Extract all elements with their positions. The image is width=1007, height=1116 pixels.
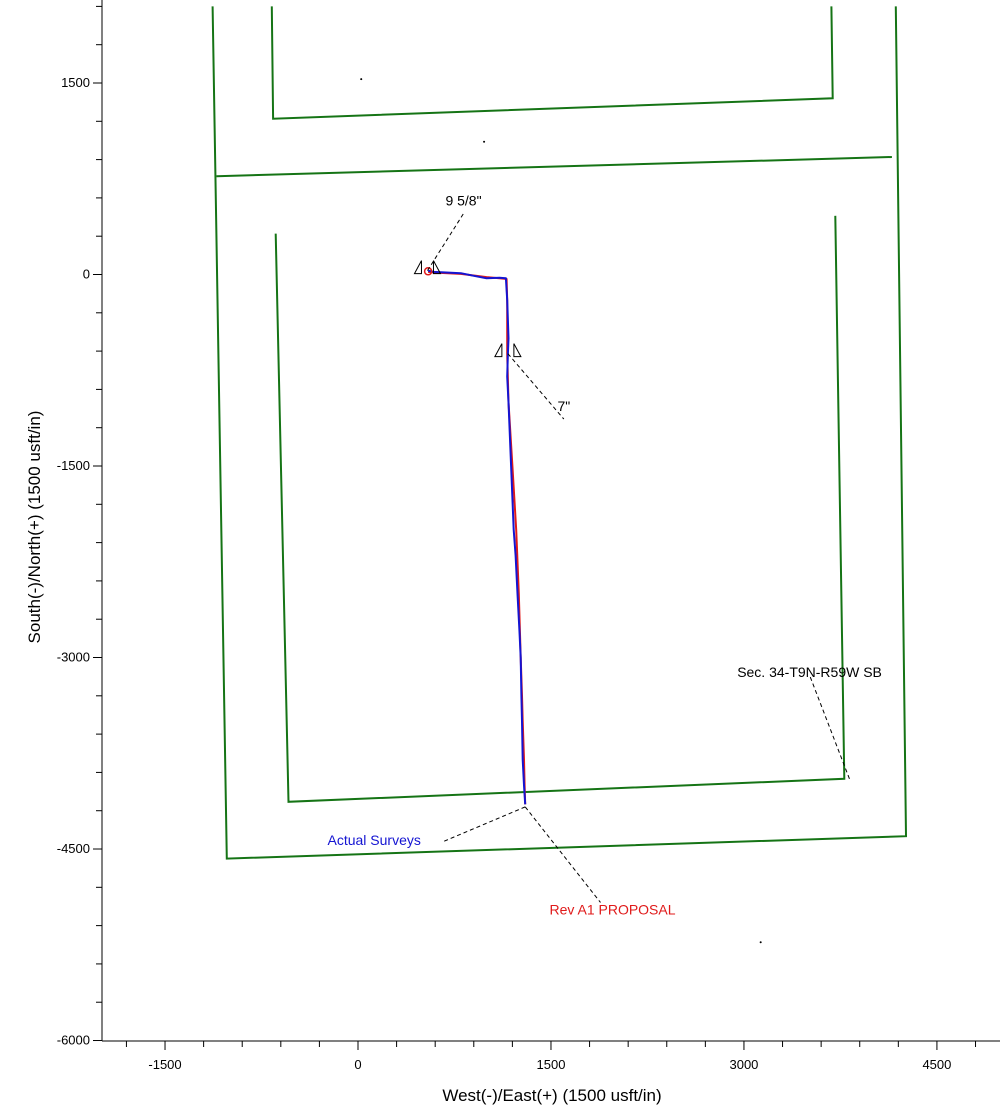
x-tick-label: 3000 (729, 1057, 758, 1072)
scatter-dot (759, 941, 762, 944)
boundary-line (216, 156, 892, 178)
survey-series (423, 267, 527, 805)
annotation-label: Actual Surveys (328, 832, 421, 848)
annotation-label: Rev A1 PROPOSAL (549, 901, 675, 917)
y-tick-label: -1500 (57, 458, 90, 473)
y-tick-label: -3000 (57, 650, 90, 665)
boundary-line (274, 215, 846, 803)
casing-leader-line (427, 213, 464, 271)
x-tick-label: -1500 (148, 1057, 181, 1072)
casing-symbol-left (494, 343, 503, 358)
y-tick-label: -4500 (57, 841, 90, 856)
x-axis-title: West(-)/East(+) (1500 usft/in) (442, 1086, 661, 1105)
annotation-leader-line (809, 675, 850, 779)
scatter-dot (483, 140, 486, 143)
casing-label: 7" (557, 398, 570, 414)
callout-annotations: Sec. 34-T9N-R59W SB Actual Surveys Rev A1 … (328, 664, 882, 917)
annotation-label: Sec. 34-T9N-R59W SB (737, 664, 882, 680)
casing-symbol-right (513, 343, 522, 358)
boundary-line (270, 6, 834, 120)
section-boundaries (211, 6, 908, 860)
casing-label: 9 5/8" (445, 193, 481, 209)
annotation-leader-line (524, 806, 601, 903)
casing-markers: 9 5/8" 7" (413, 193, 570, 420)
surface-location-marker (423, 267, 433, 276)
casing-symbol-right (432, 260, 442, 275)
casing-leader-line (507, 353, 565, 420)
y-axis-title: South(-)/North(+) (1500 usft/in) (25, 411, 44, 644)
annotation-leader-line (444, 806, 526, 842)
y-tick-label: 1500 (61, 75, 90, 90)
casing-symbol-left (413, 260, 422, 275)
series-line (428, 270, 527, 805)
axes: -6000 -4500 -3000 -1500 0 1500 -1500 0 1500 3000 4… (57, 0, 1000, 1072)
y-tick-label: -6000 (57, 1033, 90, 1048)
scatter-dots (360, 78, 762, 944)
series-line (427, 269, 527, 805)
x-tick-label: 4500 (922, 1057, 951, 1072)
x-tick-label: 1500 (537, 1057, 566, 1072)
x-tick-label: 0 (354, 1057, 361, 1072)
scatter-dot (360, 78, 363, 81)
y-tick-label: 0 (83, 267, 90, 282)
boundary-line (211, 6, 908, 860)
